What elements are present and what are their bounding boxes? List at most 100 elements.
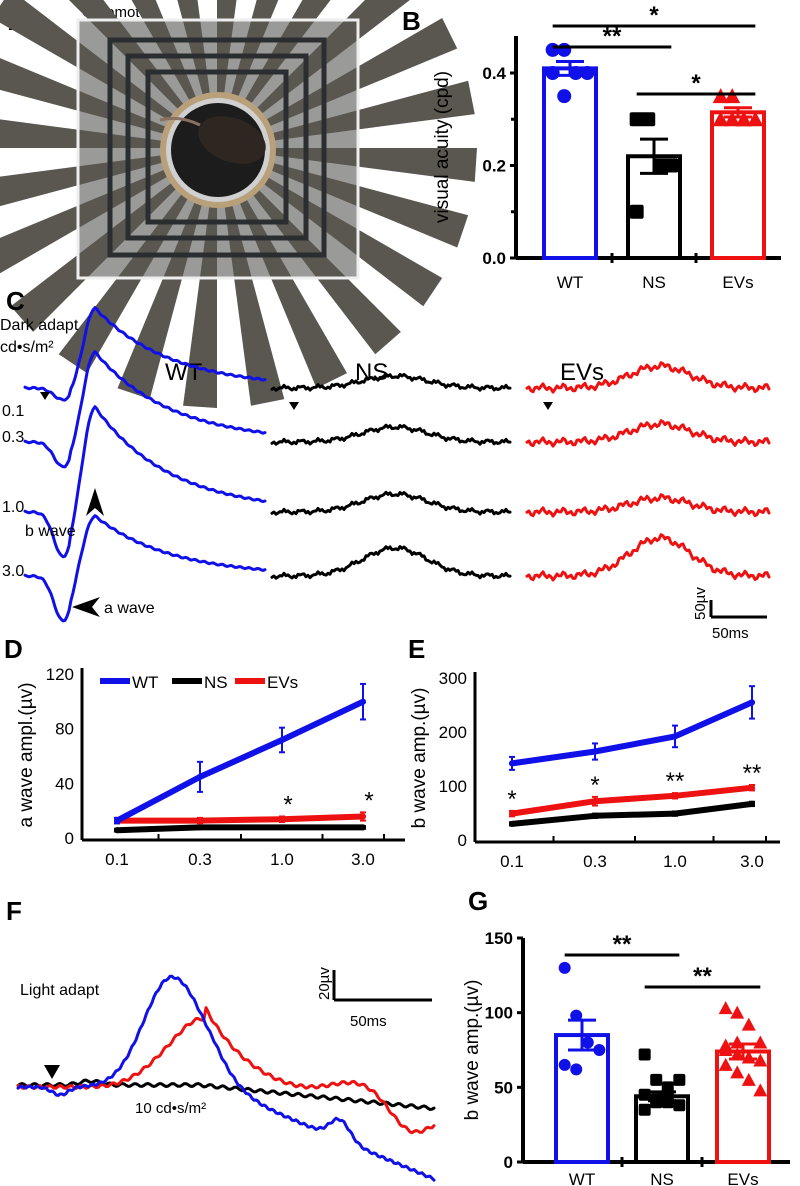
data-point xyxy=(753,1083,768,1097)
optomotor-photo xyxy=(0,0,477,408)
stripe xyxy=(217,148,443,307)
series-line-evs xyxy=(114,813,366,824)
scale-time-label: 50ms xyxy=(712,625,749,642)
y-tick-label: 40 xyxy=(55,774,74,793)
stimulus-marker-icon xyxy=(44,1065,60,1079)
data-point xyxy=(197,773,203,780)
significance-marker: * xyxy=(691,70,701,97)
scale-time-label: 50ms xyxy=(350,1013,387,1030)
x-tick-label: 0.1 xyxy=(500,852,524,871)
a-wave-label: a wave xyxy=(104,600,155,617)
trace-ns xyxy=(270,545,512,580)
condition-label: Dark adapt xyxy=(0,317,79,334)
significance-marker: * xyxy=(364,787,373,814)
trace-evs xyxy=(525,493,771,518)
data-point xyxy=(557,42,572,57)
series-line-wt xyxy=(509,699,755,767)
data-point xyxy=(712,88,729,104)
data-point xyxy=(197,817,203,824)
intensity-label: 3.0 xyxy=(2,563,24,580)
series-line-evs xyxy=(509,784,755,817)
data-point xyxy=(593,1044,606,1056)
y-axis-label: b wave amp.(µv) xyxy=(409,688,430,829)
y-tick-label: 150 xyxy=(485,929,513,948)
data-point xyxy=(580,66,595,80)
stripe xyxy=(217,148,347,389)
stimulus-marker-icon xyxy=(289,402,299,410)
significance-marker: ** xyxy=(666,768,685,795)
x-tick-label: 0.3 xyxy=(583,852,607,871)
x-tick-label: NS xyxy=(650,1170,674,1186)
data-point xyxy=(114,817,120,824)
b-wave-label: b wave xyxy=(25,523,76,540)
y-tick-label: 0.0 xyxy=(482,249,506,268)
data-point xyxy=(360,813,366,820)
significance-marker: * xyxy=(283,792,292,819)
photo-frame xyxy=(76,18,360,280)
stripe xyxy=(58,148,217,374)
data-point xyxy=(753,1053,768,1067)
x-tick-label: EVs xyxy=(727,1170,758,1186)
data-point xyxy=(545,66,560,80)
x-tick-label: 1.0 xyxy=(663,852,687,871)
data-point xyxy=(672,810,678,817)
stripe xyxy=(0,119,217,148)
trace-evs xyxy=(525,419,771,448)
trace-ns xyxy=(16,1078,436,1111)
series-line-wt xyxy=(114,698,366,824)
stimulus-marker-icon xyxy=(543,402,553,410)
data-point xyxy=(638,1048,651,1061)
panel-label-b: B xyxy=(402,6,421,36)
significance-marker: * xyxy=(590,772,599,799)
a-wave-arrow-icon xyxy=(72,597,100,617)
bar-evs xyxy=(710,110,766,260)
intensity-label: 10 cd•s/m² xyxy=(135,1100,206,1117)
significance-marker: ** xyxy=(613,931,632,958)
data-point xyxy=(673,1073,686,1086)
stripe xyxy=(117,148,217,400)
data-point xyxy=(279,736,285,743)
legend-label: EVs xyxy=(267,673,298,692)
y-axis-label: b wave amp.(µv) xyxy=(462,980,483,1121)
intensity-label: 0.1 xyxy=(2,403,24,420)
stripe xyxy=(10,148,217,332)
b-wave-arrow-icon xyxy=(86,488,104,516)
y-axis-label: a wave ampl.(µv) xyxy=(16,682,37,827)
stripe xyxy=(217,18,458,148)
platform-frame xyxy=(145,69,289,225)
x-tick-label: 0.1 xyxy=(105,850,129,869)
y-tick-label: 50 xyxy=(494,1078,513,1097)
x-tick-label: 3.0 xyxy=(740,852,764,871)
y-tick-label: 0 xyxy=(65,829,74,848)
y-tick-label: 200 xyxy=(439,723,467,742)
x-tick-label: NS xyxy=(642,273,666,292)
mouse-tail xyxy=(159,116,201,127)
intensity-label: 0.3 xyxy=(2,429,24,446)
unit-label: cd•s/m² xyxy=(0,339,54,356)
data-point xyxy=(629,204,644,219)
x-tick-label: 0.3 xyxy=(188,850,212,869)
data-point xyxy=(360,698,366,705)
panel-label-g: G xyxy=(468,886,488,916)
trace-evs xyxy=(525,533,771,582)
stripe xyxy=(217,148,469,248)
data-point xyxy=(509,810,515,817)
y-axis-label: visual acuity (cpd) xyxy=(432,71,453,223)
data-point xyxy=(197,824,203,831)
data-point xyxy=(664,158,679,173)
data-point xyxy=(592,812,598,819)
data-point xyxy=(741,1072,756,1086)
data-point xyxy=(749,800,755,807)
series-line-ns xyxy=(509,800,755,827)
data-point xyxy=(718,1057,733,1071)
significance-marker: * xyxy=(507,786,516,813)
trace-ns xyxy=(270,372,512,392)
group-label-evs: EVs xyxy=(560,359,604,386)
unused xyxy=(18,1061,434,1123)
significance-marker: ** xyxy=(743,760,762,787)
data-point xyxy=(509,760,515,767)
x-tick-label: 1.0 xyxy=(270,850,294,869)
data-point xyxy=(360,824,366,831)
series-line-ns xyxy=(114,824,366,834)
